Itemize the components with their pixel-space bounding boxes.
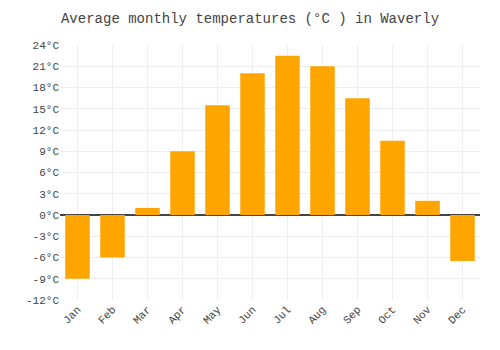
svg-text:Jun: Jun xyxy=(236,304,258,326)
svg-text:Aug: Aug xyxy=(306,304,328,326)
svg-text:Dec: Dec xyxy=(446,304,468,326)
svg-text:Sep: Sep xyxy=(341,304,363,326)
svg-text:18°C: 18°C xyxy=(33,82,60,94)
svg-text:15°C: 15°C xyxy=(33,104,60,116)
svg-text:-3°C: -3°C xyxy=(33,231,60,243)
svg-text:24°C: 24°C xyxy=(33,40,60,52)
svg-text:-9°C: -9°C xyxy=(33,274,60,286)
svg-text:Feb: Feb xyxy=(96,304,118,326)
svg-text:Mar: Mar xyxy=(131,304,153,326)
svg-text:-12°C: -12°C xyxy=(26,295,59,307)
svg-text:0°C: 0°C xyxy=(39,210,59,222)
svg-text:Nov: Nov xyxy=(411,304,434,327)
svg-text:Apr: Apr xyxy=(166,304,188,326)
svg-text:-6°C: -6°C xyxy=(33,252,60,264)
svg-text:Oct: Oct xyxy=(376,304,398,326)
svg-text:May: May xyxy=(201,304,224,327)
svg-text:Average monthly temperatures (: Average monthly temperatures (°C ) in Wa… xyxy=(61,11,439,27)
svg-text:3°C: 3°C xyxy=(39,189,59,201)
svg-text:Jul: Jul xyxy=(271,304,293,326)
svg-text:21°C: 21°C xyxy=(33,61,60,73)
svg-text:Jan: Jan xyxy=(61,304,83,326)
svg-text:9°C: 9°C xyxy=(39,146,59,158)
svg-text:12°C: 12°C xyxy=(33,125,60,137)
svg-text:6°C: 6°C xyxy=(39,167,59,179)
